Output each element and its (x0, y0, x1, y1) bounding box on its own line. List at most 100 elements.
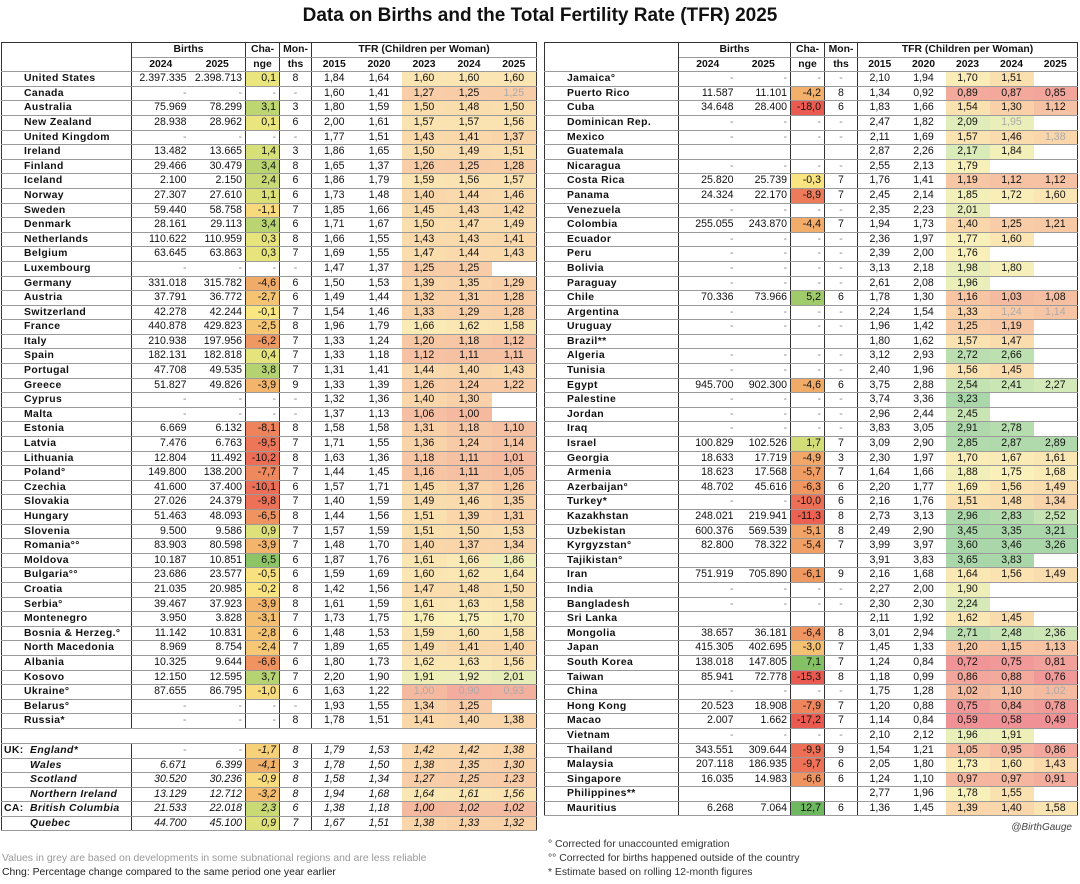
tfr-2023-cell: 1,50 (401, 100, 447, 116)
table-row: Montenegro 3.950 3.828 -3,1 7 1,73 1,75 1,76 1,7… (1, 611, 537, 627)
tfr-2015-cell: 1,48 (311, 538, 357, 554)
tfr-2023-cell: 2,24 (945, 597, 990, 613)
table-row: Brazil** 1,80 1,62 1,57 1,47 (544, 334, 1078, 350)
tfr-2024-cell: 1,41 (446, 130, 492, 146)
births-2025-cell: 147.805 (736, 655, 791, 671)
tfr-2025-cell: 1,38 (491, 713, 537, 729)
births-2024-cell: 3.950 (131, 611, 190, 627)
tfr-2015-cell: 1,71 (311, 217, 357, 233)
tfr-2020-cell: 1,76 (356, 553, 402, 569)
tfr-2020-cell: 1,41 (901, 173, 946, 189)
tfr-2020-cell: 1,53 (356, 743, 402, 759)
tfr-2024-cell: 1,02 (446, 801, 492, 817)
births-2025-cell: - (736, 232, 791, 248)
months-cell: 7 (279, 524, 312, 540)
tfr-2023-cell: 1,47 (401, 582, 447, 598)
tfr-2024-cell: 1,84 (989, 144, 1034, 160)
births-2024-cell: 945.700 (678, 378, 737, 394)
months-cell: - (824, 305, 858, 321)
months-cell: 6 (279, 276, 312, 292)
change-cell: -8,1 (245, 421, 280, 438)
tfr-2025-cell (1033, 159, 1078, 175)
births-2025-cell: 30.479 (189, 159, 246, 175)
births-2025-cell (736, 611, 791, 627)
note-rolling-estimate: * Estimate based on rolling 12-month fig… (548, 867, 753, 878)
tfr-2025-cell: 1,12 (491, 334, 537, 350)
births-2025-cell: 9.586 (189, 524, 246, 540)
months-cell: - (279, 699, 312, 715)
months-cell: - (824, 582, 858, 598)
tfr-2025-cell: 2,01 (491, 670, 537, 686)
births-2024-cell: 51.463 (131, 509, 190, 525)
tfr-2015-cell: 1,36 (857, 801, 902, 817)
change-cell: 3,4 (245, 217, 280, 233)
table-row: Thailand 343.551 309.644 -9,9 9 1,54 1,21 1,05 0… (544, 743, 1078, 759)
country-name: Bangladesh (544, 597, 679, 613)
tfr-2020-cell: 1,36 (356, 392, 402, 408)
births-2025-cell: - (736, 305, 791, 321)
births-2025-cell: 6.132 (189, 421, 246, 438)
tfr-2024-cell: 3,83 (989, 553, 1034, 569)
births-2025-cell: 78.322 (736, 538, 791, 554)
change-cell (790, 334, 825, 350)
change-cell: 12,7 (790, 801, 825, 817)
tfr-2020-cell: 2,00 (901, 246, 946, 262)
tfr-2023-cell: 2,91 (945, 421, 990, 438)
births-2024-cell: 440.878 (131, 319, 190, 335)
country-name: Uruguay (544, 319, 679, 335)
tfr-2023-cell: 0,86 (945, 670, 990, 686)
tfr-2023-cell: 3,60 (945, 538, 990, 554)
tfr-2015-cell: 1,96 (311, 319, 357, 335)
tfr-2020-cell: 1,50 (356, 758, 402, 774)
tfr-2015-cell: 1,96 (857, 319, 902, 335)
tfr-2025-cell: 1,34 (491, 538, 537, 554)
country-name: Kazakhstan (544, 509, 679, 525)
births-2025-cell: - (736, 159, 791, 175)
months-cell: 7 (279, 611, 312, 627)
change-cell: -17,2 (790, 713, 825, 729)
months-cell: 8 (279, 582, 312, 598)
tfr-2020-cell: 1,76 (901, 494, 946, 510)
table-row: Jordan - - - -2,96 2,44 2,45 (544, 407, 1078, 423)
tfr-2023-cell: 1,43 (401, 232, 447, 248)
tfr-2020-cell: 2,90 (901, 524, 946, 540)
country-name: Iceland (1, 173, 132, 189)
change-cell: 0,9 (245, 816, 280, 832)
country-name: Colombia (544, 217, 679, 233)
tfr-2020-cell: 3,05 (901, 421, 946, 438)
tfr-2024-cell: 1,12 (989, 173, 1034, 189)
births-2024-cell: 255.055 (678, 217, 737, 233)
tfr-2015-cell: 1,24 (857, 655, 902, 671)
header-row-1: Births Cha- Mon- TFR (Children per Woman… (1, 42, 537, 73)
tfr-2015-cell: 1,24 (857, 772, 902, 788)
births-2025-cell: 22.170 (736, 188, 791, 204)
tfr-2020-cell: 1,18 (356, 801, 402, 817)
tfr-2020-cell: 2,14 (901, 188, 946, 204)
tfr-2024-cell: 1,95 (989, 115, 1034, 131)
months-cell: 8 (824, 670, 858, 686)
change-cell: -4,6 (790, 378, 825, 394)
country-name: Macao (544, 713, 679, 729)
tfr-2020-cell: 1,34 (356, 772, 402, 788)
table-row: Kazakhstan 248.021 219.941 -11,3 8 2,73 3,13 2,… (544, 509, 1078, 525)
country-name: Thailand (544, 743, 679, 759)
births-2025-cell: - (736, 319, 791, 335)
change-header: Cha- (245, 42, 280, 58)
right-table: Births Cha- Mon- TFR (Children per Woman… (544, 42, 1079, 817)
tfr-2023-cell: 1,27 (401, 86, 447, 102)
tfr-2023-cell: 1,51 (945, 494, 990, 510)
months-cell: 8 (279, 743, 312, 759)
months-cell: 6 (824, 480, 858, 496)
tfr-2023-cell: 1,06 (401, 407, 447, 423)
table-row: China - - - -1,75 1,28 1,02 1,10 1,02 (544, 684, 1078, 700)
tfr-2023-cell: 1,02 (945, 684, 990, 700)
months-cell: 8 (279, 159, 312, 175)
births-2024-cell: - (678, 421, 737, 438)
tfr-2020-cell: 1,21 (901, 743, 946, 759)
tfr-2023-cell: 1,70 (945, 71, 990, 87)
births-2024-cell: 18.623 (678, 465, 737, 481)
tfr-2015-cell: 1,83 (857, 100, 902, 116)
tfr-2024-cell: 1,40 (989, 801, 1034, 817)
change-cell: - (790, 246, 825, 262)
change-cell: -6,2 (245, 334, 280, 350)
